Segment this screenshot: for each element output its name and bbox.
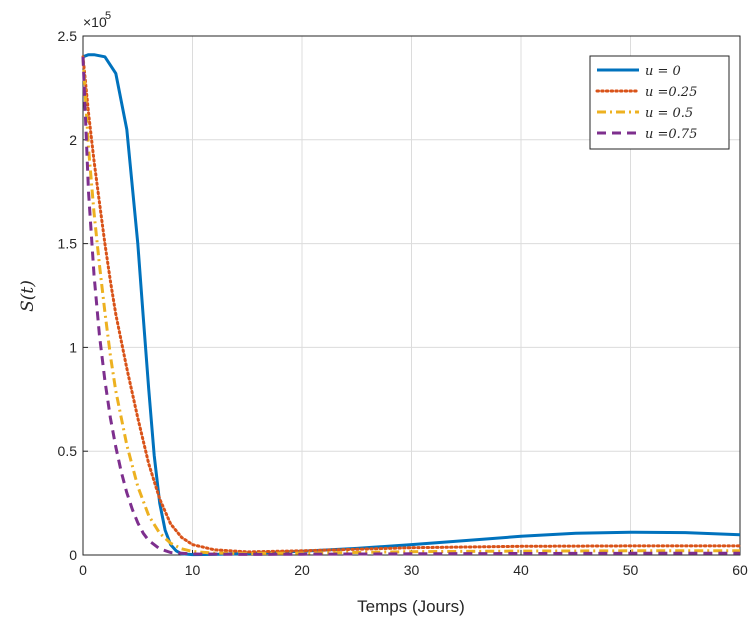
series-line-2 <box>81 56 740 555</box>
x-tick-label: 0 <box>79 562 87 578</box>
series-line-3 <box>81 56 740 556</box>
series-line-0 <box>82 53 741 557</box>
y-axis: 0 0.5 1 1.5 2 2.5 <box>58 28 88 563</box>
y-tick-label: 2 <box>69 132 77 148</box>
x-tick-label: 40 <box>513 562 529 578</box>
legend-label-3: u =0.75 <box>645 127 697 142</box>
y-exponent-multiplier: ×10 <box>83 14 107 30</box>
x-tick-label: 50 <box>623 562 639 578</box>
y-tick-label: 2.5 <box>58 28 78 44</box>
y-tick-label: 1 <box>69 339 77 355</box>
x-axis-title: Temps (Jours) <box>357 597 465 616</box>
x-tick-label: 20 <box>294 562 310 578</box>
x-tick-label: 30 <box>404 562 420 578</box>
y-axis-title: S(t) <box>18 280 38 312</box>
y-tick-label: 0 <box>69 547 77 563</box>
legend-label-2: u = 0.5 <box>645 106 693 121</box>
y-tick-label: 1.5 <box>58 236 78 252</box>
legend-label-1: u =0.25 <box>645 85 697 100</box>
x-tick-label: 60 <box>732 562 748 578</box>
series-line-1 <box>81 55 742 554</box>
x-tick-label: 10 <box>185 562 201 578</box>
series <box>81 53 742 557</box>
y-exponent-power: 5 <box>105 10 111 22</box>
legend-label-0: u = 0 <box>645 64 681 79</box>
x-axis: 0 10 20 30 40 50 60 <box>79 550 748 578</box>
legend: u = 0 u =0.25 u = 0.5 u =0.75 <box>589 55 730 150</box>
y-tick-label: 0.5 <box>58 443 78 459</box>
